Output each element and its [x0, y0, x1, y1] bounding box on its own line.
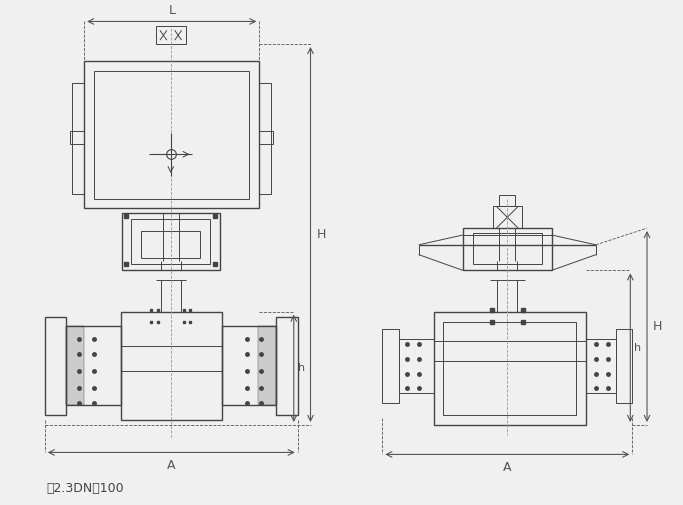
Bar: [122, 213, 220, 270]
Bar: [70, 131, 84, 144]
Bar: [586, 339, 615, 393]
Text: H: H: [316, 228, 326, 241]
Bar: [399, 339, 434, 393]
Bar: [463, 228, 552, 270]
Bar: [260, 83, 271, 193]
Bar: [45, 317, 66, 415]
Bar: [258, 327, 276, 405]
Text: 图2.3DN＞100: 图2.3DN＞100: [47, 482, 124, 495]
Bar: [434, 312, 586, 425]
Bar: [499, 194, 515, 207]
Bar: [72, 83, 84, 193]
Bar: [66, 327, 121, 405]
Bar: [121, 312, 222, 420]
Bar: [615, 329, 632, 403]
Text: h: h: [635, 343, 641, 352]
Bar: [222, 327, 276, 405]
Bar: [260, 131, 273, 144]
Bar: [131, 219, 210, 265]
Bar: [141, 231, 200, 258]
Bar: [94, 71, 249, 198]
Bar: [473, 233, 542, 265]
Bar: [84, 61, 260, 209]
Bar: [66, 327, 84, 405]
Bar: [382, 329, 399, 403]
Bar: [276, 317, 298, 415]
Text: L: L: [168, 4, 176, 17]
Bar: [492, 207, 522, 228]
Bar: [156, 26, 186, 44]
Text: h: h: [298, 363, 305, 373]
Text: A: A: [503, 461, 512, 474]
Text: A: A: [167, 460, 175, 472]
Text: H: H: [653, 320, 663, 333]
Bar: [443, 322, 576, 415]
